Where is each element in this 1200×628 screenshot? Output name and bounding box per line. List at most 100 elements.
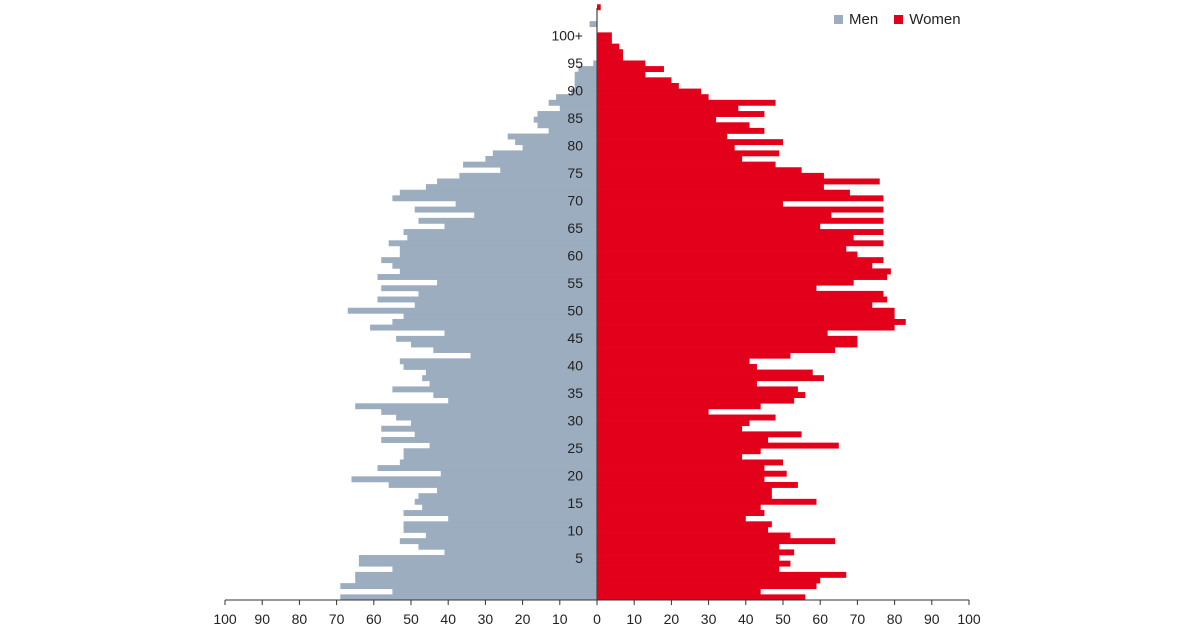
bar-women	[597, 386, 798, 393]
bar-women	[597, 262, 873, 269]
y-tick-label: 100+	[551, 28, 583, 44]
bar-women	[597, 555, 780, 561]
y-tick-label: 25	[567, 440, 583, 456]
bar-men	[414, 498, 597, 505]
bar-men	[422, 504, 597, 511]
bar-men	[474, 212, 597, 219]
bar-men	[574, 82, 597, 89]
bar-men	[444, 330, 597, 337]
legend-swatch-men	[834, 15, 843, 24]
bar-men	[381, 285, 597, 292]
bar-women	[597, 358, 750, 365]
bar-women	[597, 347, 836, 354]
x-tick-label: 10	[552, 611, 568, 627]
bar-women	[597, 437, 769, 443]
bar-women	[597, 515, 746, 522]
y-tick-label: 45	[567, 330, 583, 346]
bar-women	[597, 49, 624, 56]
x-tick-label: 70	[329, 611, 345, 627]
bar-women	[597, 274, 888, 280]
bar-men	[381, 425, 597, 432]
bar-men	[358, 560, 597, 567]
y-tick-label: 70	[567, 193, 583, 209]
bar-women	[597, 465, 765, 472]
bar-men	[370, 324, 597, 331]
bar-men	[381, 408, 597, 415]
bar-men	[399, 189, 597, 196]
bar-women	[597, 229, 884, 235]
bar-women	[597, 150, 780, 157]
bar-women	[597, 448, 761, 455]
bar-women	[597, 549, 795, 556]
bar-women	[597, 144, 735, 151]
bar-men	[500, 167, 597, 174]
bar-men	[444, 223, 597, 230]
y-tick-label: 50	[567, 303, 583, 319]
x-tick-label: 30	[478, 611, 494, 627]
y-tick-label: 30	[567, 413, 583, 429]
bar-men	[570, 88, 597, 95]
bar-women	[597, 189, 850, 196]
bar-men	[556, 94, 597, 101]
bar-men	[589, 21, 597, 28]
bar-women	[597, 122, 750, 129]
bar-men	[437, 178, 597, 185]
bar-women	[597, 493, 772, 500]
bar-women	[597, 335, 858, 342]
bar-women	[597, 200, 783, 207]
bar-women	[597, 32, 612, 39]
bar-men	[396, 335, 597, 342]
x-tick-label: 60	[366, 611, 382, 627]
bar-women	[597, 313, 895, 320]
bar-women	[597, 133, 728, 140]
bar-women	[597, 206, 884, 213]
bar-women	[597, 240, 884, 247]
y-tick-label: 15	[567, 495, 583, 511]
bar-men	[414, 431, 597, 438]
bar-men	[403, 526, 597, 533]
bar-women	[597, 510, 765, 516]
bar-women	[597, 487, 772, 494]
bar-men	[377, 296, 597, 303]
bar-women	[597, 302, 873, 309]
bar-women	[597, 560, 791, 567]
bar-women	[597, 408, 709, 415]
bar-men	[437, 279, 597, 286]
bar-men	[355, 403, 597, 410]
bar-men	[537, 111, 597, 117]
bar-men	[399, 251, 597, 258]
bar-men	[448, 515, 597, 522]
bar-men	[407, 234, 597, 241]
bar-women	[597, 363, 757, 370]
bar-men	[459, 172, 597, 179]
legend: Men Women	[834, 11, 961, 28]
bar-men	[455, 200, 597, 207]
bar-women	[597, 352, 791, 359]
bar-women	[597, 397, 795, 404]
bar-women	[597, 403, 761, 410]
x-tick-label: 60	[812, 611, 828, 627]
bar-women	[597, 442, 839, 449]
bar-women	[597, 453, 743, 460]
bar-men	[411, 420, 597, 427]
bar-men	[425, 369, 597, 376]
bar-women	[597, 476, 765, 483]
x-tick-label: 20	[664, 611, 680, 627]
bar-men	[448, 397, 597, 404]
bar-men	[414, 206, 597, 213]
bar-women	[597, 425, 743, 432]
bar-men	[425, 532, 597, 539]
y-tick-label: 65	[567, 220, 583, 236]
bar-men	[559, 105, 597, 112]
bar-women	[597, 94, 709, 101]
bar-women	[597, 184, 824, 191]
bar-women	[597, 285, 817, 292]
bar-women	[597, 566, 780, 573]
x-tick-label: 100	[213, 611, 237, 627]
bar-women	[597, 380, 757, 387]
bar-women	[597, 161, 776, 168]
x-tick-label: 50	[775, 611, 791, 627]
legend-label-men: Men	[849, 11, 879, 28]
bar-men	[403, 229, 597, 235]
bar-men	[340, 583, 597, 590]
